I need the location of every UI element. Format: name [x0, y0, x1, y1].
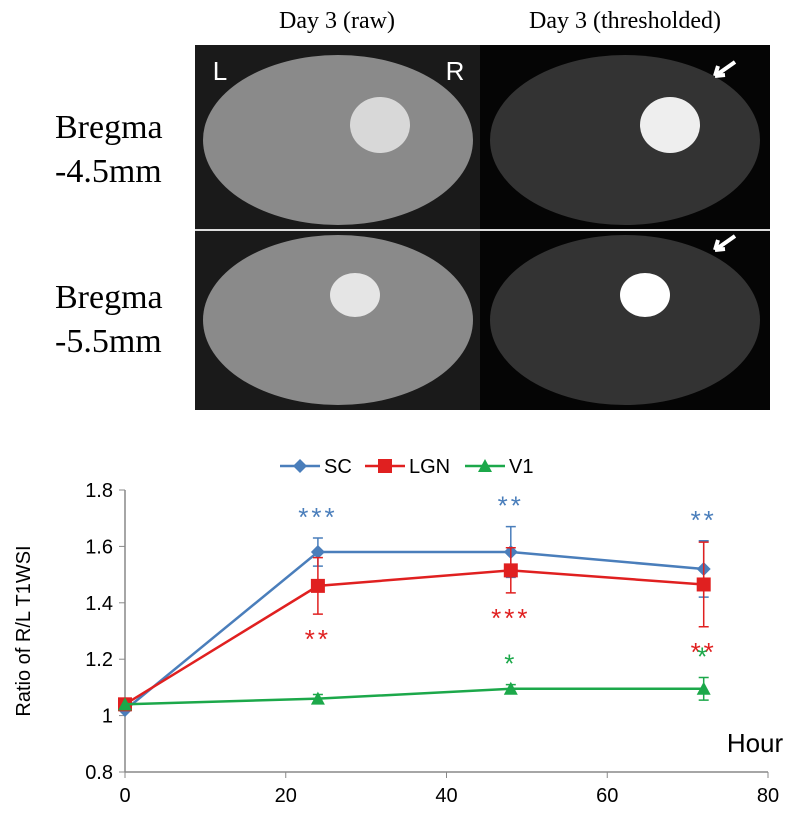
column-header: Day 3 (thresholded) [529, 8, 721, 34]
x-tick-label: 0 [119, 785, 130, 807]
marker [310, 578, 325, 593]
x-axis-label: Hour [727, 728, 784, 758]
lesion [330, 273, 380, 317]
mri-panel: L R Day 3 (raw) Day 3 (thresholded) [195, 8, 770, 410]
side-label: L [213, 56, 227, 86]
y-axis-label: Ratio of R/L T1WSI [13, 545, 35, 716]
brain-slice [203, 55, 473, 225]
marker [503, 563, 518, 578]
legend-label: LGN [409, 456, 450, 478]
brain-slice [490, 55, 760, 225]
legend-label: SC [324, 456, 352, 478]
lesion [640, 97, 700, 153]
lesion [350, 97, 410, 153]
marker [118, 697, 132, 711]
row-label: Bregma -4.5mm [55, 109, 163, 190]
x-tick-label: 60 [596, 785, 618, 807]
x-tick-label: 40 [435, 785, 457, 807]
y-tick-label: 1.4 [85, 593, 113, 615]
marker [696, 681, 711, 695]
row-label: Bregma -5.5mm [55, 279, 163, 360]
column-header: Day 3 (raw) [279, 8, 395, 34]
x-tick-label: 20 [275, 785, 297, 807]
chart: 0.8 1 1.2 1.4 1.6 1.8 0 20 40 60 80 Ratio of R/L T1… [13, 456, 784, 807]
y-tick-label: 1 [102, 706, 113, 728]
brain-slice [490, 235, 760, 405]
marker [310, 691, 325, 705]
significance: ** [691, 637, 717, 667]
legend-label: V1 [509, 456, 533, 478]
series-line [124, 569, 704, 706]
legend-marker [378, 459, 392, 473]
y-tick-label: 0.8 [85, 762, 113, 784]
y-tick-label: 1.2 [85, 649, 113, 671]
arrow [713, 234, 737, 252]
significance: * [697, 642, 710, 672]
y-tick-label: 1.6 [85, 536, 113, 558]
series-line [124, 687, 704, 706]
significance: ** [691, 505, 717, 535]
x-tick-label: 80 [757, 785, 779, 807]
legend-marker [293, 459, 307, 473]
legend-marker [478, 459, 492, 472]
side-label: R [446, 56, 465, 86]
y-tick-label: 1.8 [85, 480, 113, 502]
marker [310, 545, 325, 560]
significance: * [504, 649, 517, 679]
brain-slice [203, 235, 473, 405]
significance: *** [298, 502, 337, 532]
marker [503, 681, 518, 695]
marker [696, 577, 711, 592]
series-line [124, 550, 704, 711]
significance: ** [305, 624, 331, 654]
significance: ** [498, 491, 524, 521]
arrow [713, 60, 737, 78]
significance: *** [491, 603, 530, 633]
lesion [620, 273, 670, 317]
